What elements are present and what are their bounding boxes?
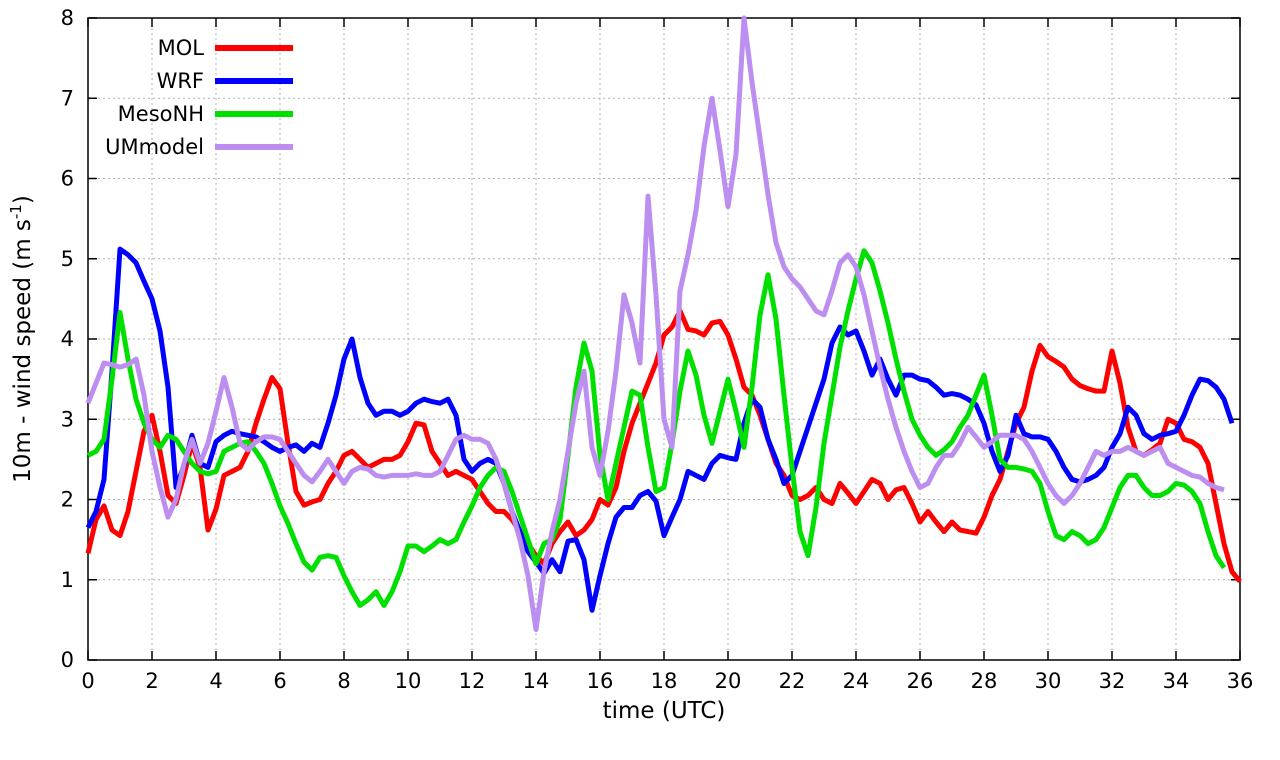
series-line-ummodel <box>85 15 1225 632</box>
x-tick-label: 6 <box>273 669 286 693</box>
y-tick-label: 1 <box>61 568 74 592</box>
x-axis-title: time (UTC) <box>603 698 726 724</box>
y-tick-label: 4 <box>61 327 74 351</box>
x-tick-label: 0 <box>81 669 94 693</box>
x-tick-label: 18 <box>651 669 678 693</box>
x-tick-label: 32 <box>1099 669 1126 693</box>
y-tick-label: 0 <box>61 648 74 672</box>
data-series <box>85 15 1242 632</box>
x-tick-label: 14 <box>523 669 550 693</box>
x-tick-label: 36 <box>1227 669 1254 693</box>
axis-ticks <box>87 17 1241 661</box>
x-tick-label: 4 <box>209 669 222 693</box>
x-tick-label: 12 <box>459 669 486 693</box>
legend-label-ummodel: UMmodel <box>105 135 204 159</box>
legend-label-mol: MOL <box>158 36 205 60</box>
axis-titles: time (UTC) 10m - wind speed (m s-1) <box>7 195 725 724</box>
y-tick-label: 3 <box>61 407 74 431</box>
x-tick-label: 2 <box>145 669 158 693</box>
legend-label-mesonh: MesoNH <box>118 102 204 126</box>
y-tick-label: 6 <box>61 167 74 191</box>
series-line-wrf <box>85 246 1235 613</box>
x-tick-label: 30 <box>1035 669 1062 693</box>
y-tick-label: 8 <box>61 6 74 30</box>
y-axis-title: 10m - wind speed (m s-1) <box>7 195 36 483</box>
x-tick-label: 24 <box>843 669 870 693</box>
x-tick-label: 28 <box>971 669 998 693</box>
x-tick-label: 20 <box>715 669 742 693</box>
y-tick-label: 7 <box>61 86 74 110</box>
x-tick-label: 34 <box>1163 669 1190 693</box>
x-tick-label: 26 <box>907 669 934 693</box>
x-tick-label: 10 <box>395 669 422 693</box>
chart-legend: MOL WRF MesoNH UMmodel <box>105 36 293 159</box>
x-tick-label: 8 <box>337 669 350 693</box>
legend-label-wrf: WRF <box>157 69 204 93</box>
axis-tick-labels: 0 2 4 6 8 10 12 14 16 18 20 22 24 26 28 30 32 34 360123456… <box>61 6 1254 693</box>
y-tick-label: 5 <box>61 247 74 271</box>
x-tick-label: 22 <box>779 669 806 693</box>
y-tick-label: 2 <box>61 488 74 512</box>
series-line-mesonh <box>86 248 1227 608</box>
x-tick-label: 16 <box>587 669 614 693</box>
series-line-mol <box>85 308 1242 583</box>
